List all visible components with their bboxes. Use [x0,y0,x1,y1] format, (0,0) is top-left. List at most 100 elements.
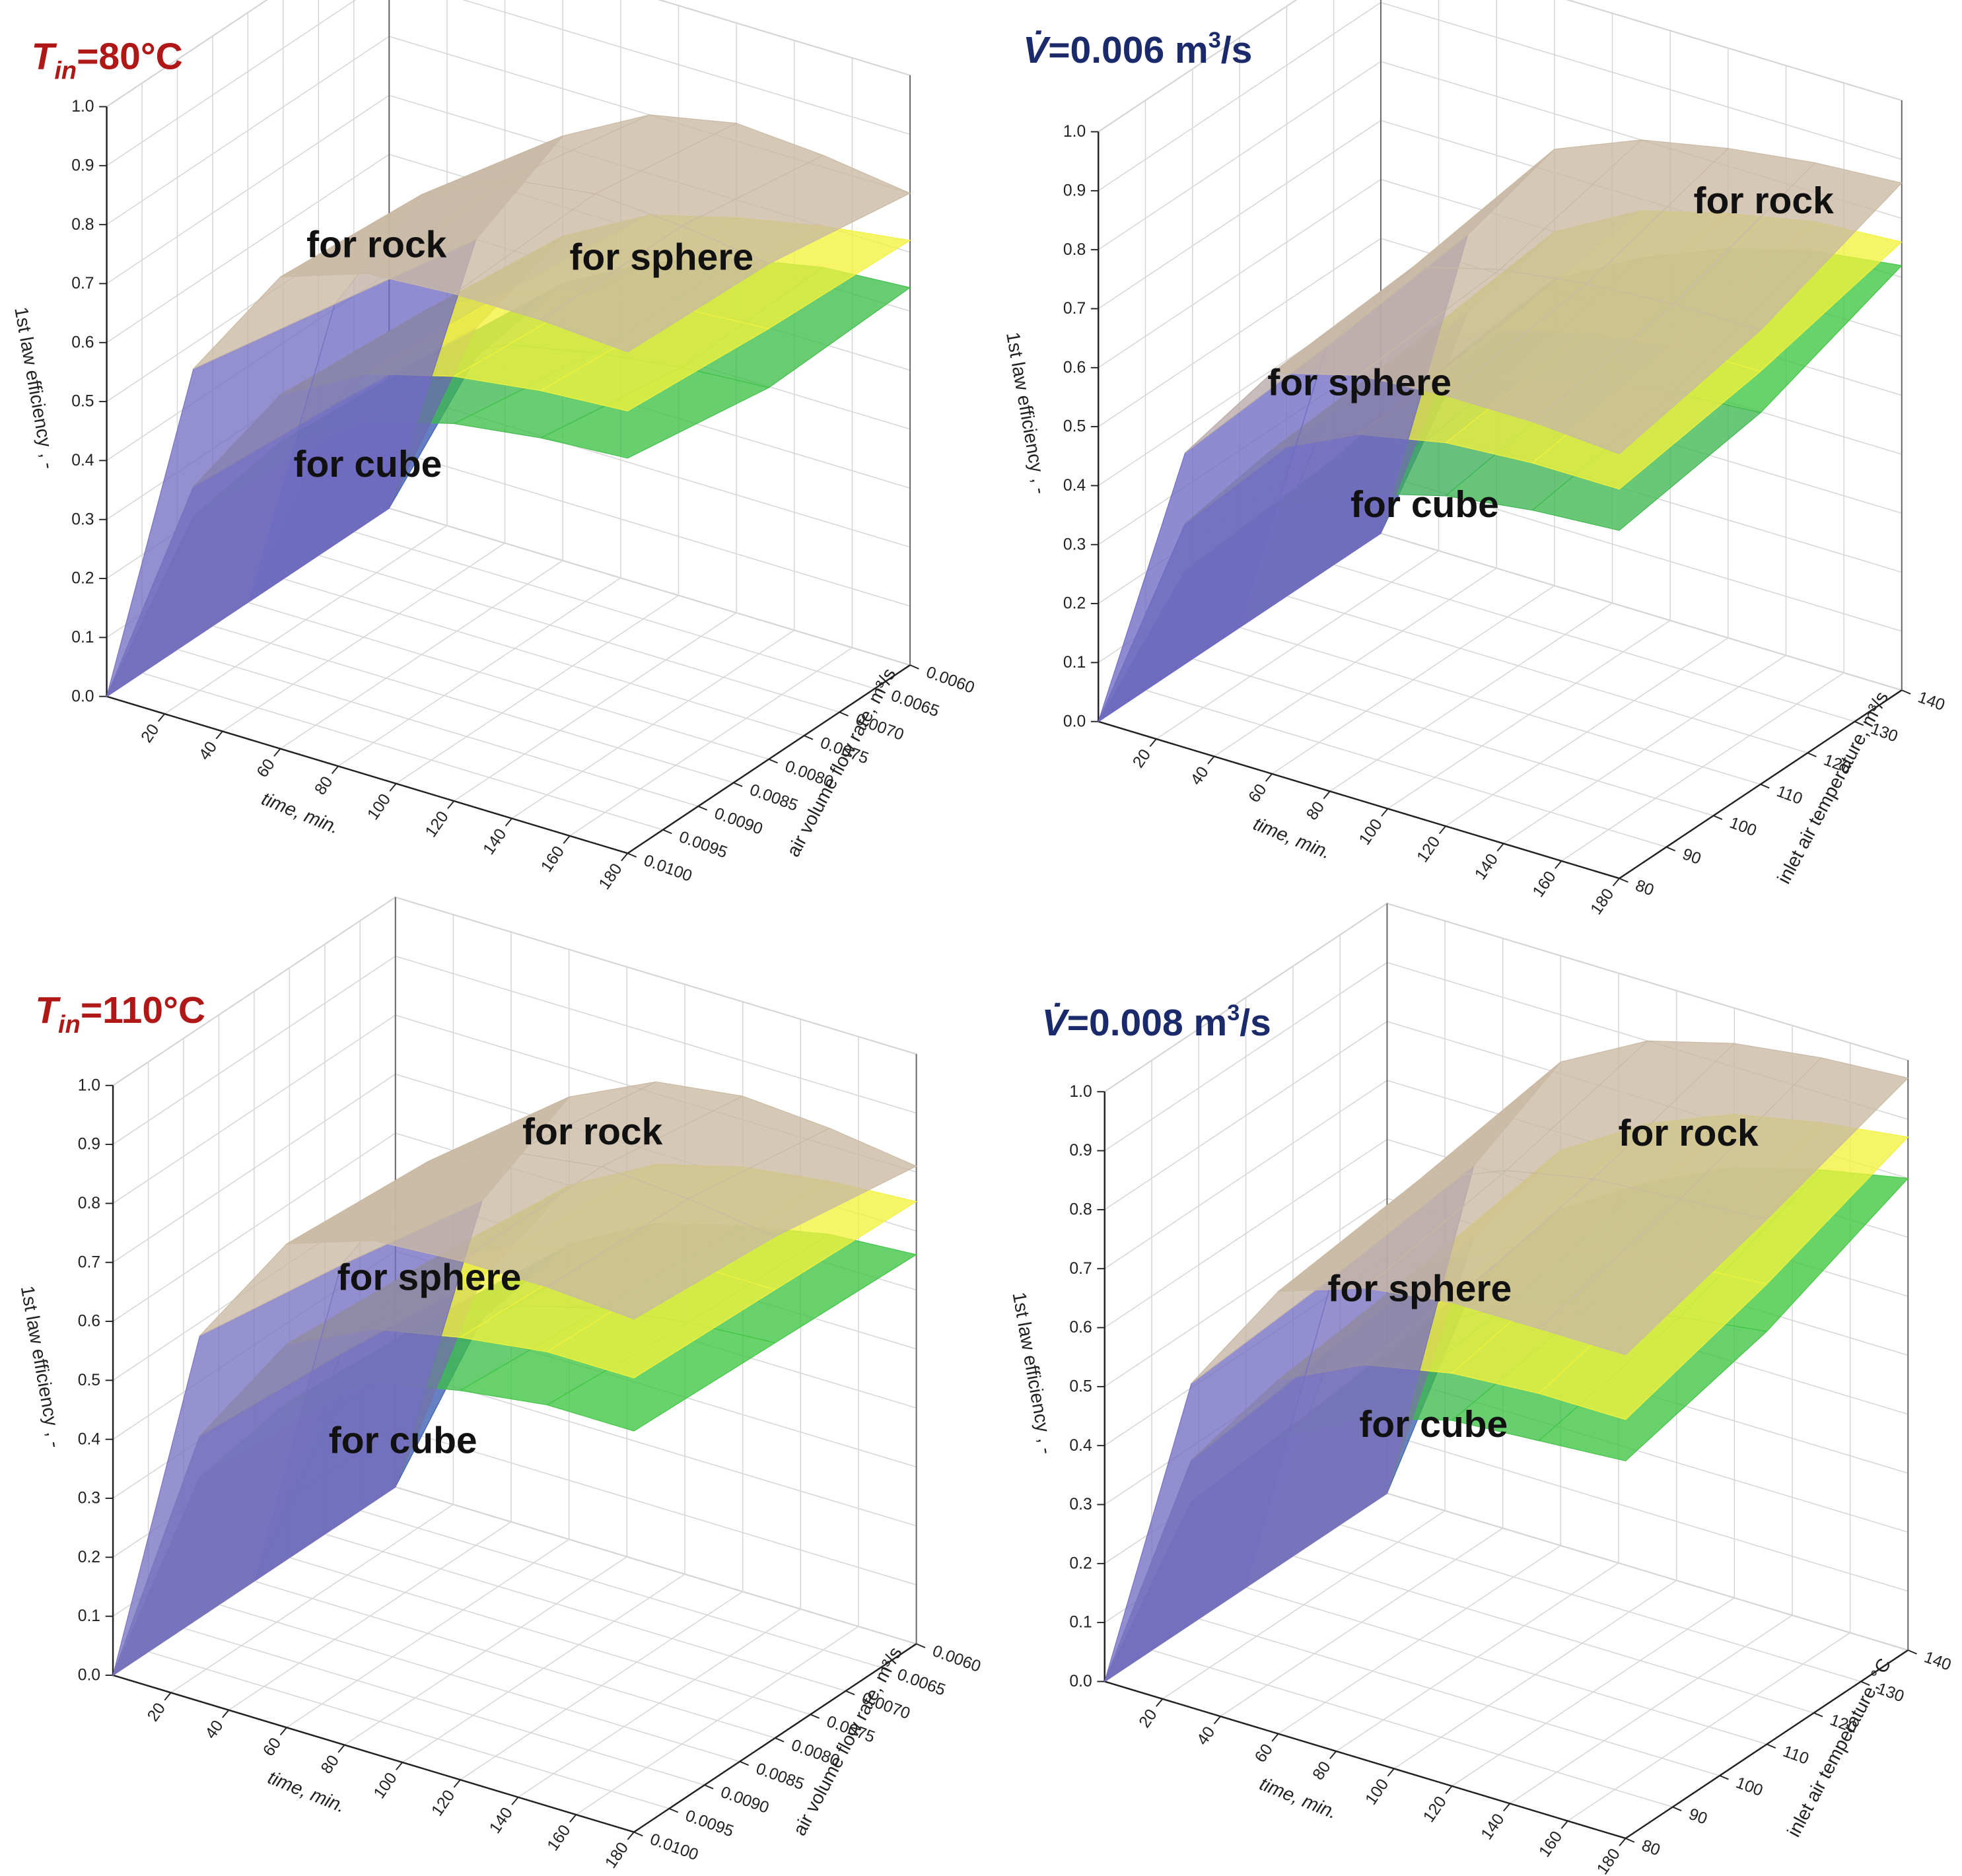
grid-line [1380,532,1902,691]
tick-mark [447,800,455,810]
tick-mark [157,713,165,722]
x-tick-label: 160 [544,1822,575,1854]
grid-line [395,897,917,1055]
z-tick-label: 0.3 [1069,1496,1092,1513]
y-tick-label: 140 [1916,689,1947,714]
tick-mark [453,1779,461,1788]
tick-mark [1625,1838,1635,1843]
tick-mark [1496,843,1504,852]
z-tick-label: 1.0 [78,1076,100,1094]
panel-title: Tin=110°C [35,989,205,1039]
tick-mark [874,687,884,693]
z-tick-label: 0.8 [1069,1201,1092,1219]
z-tick-label: 0.9 [78,1136,100,1154]
z-tick-label: 0.7 [78,1253,100,1271]
z-tick-label: 0.6 [1063,359,1086,376]
grid-line [1566,0,1902,101]
tick-mark [1612,878,1620,887]
surface-label: for rock [1694,180,1835,222]
tick-mark [164,1692,172,1701]
y-axis [1625,1649,1909,1840]
panel-title: V̇=0.006 m3/s [1023,28,1252,71]
z-tick-label: 0.6 [78,1313,100,1331]
surface-label: for rock [522,1111,663,1153]
z-tick-label: 1.0 [1069,1083,1092,1101]
title-part: 3 [1209,28,1221,53]
y-tick-label: 80 [1633,877,1656,900]
y-tick-label: 0.0085 [748,781,800,815]
grid-line [1333,564,1855,722]
x-tick-label: 100 [370,1770,401,1802]
grid-line [1098,2,1382,191]
z-tick-label: 0.1 [1063,654,1086,672]
tick-mark [733,782,743,787]
z-tick-label: 0.0 [78,1667,100,1685]
grid-line [1387,1492,1909,1651]
tick-mark [804,735,814,740]
surface-cell [546,1198,777,1320]
title-part: /s [1221,29,1253,71]
x-tick-label: 100 [364,790,394,823]
grid-line [106,0,357,166]
grid-line [1387,903,1909,1061]
y-tick-label: 100 [1734,1774,1765,1799]
surface-label: for sphere [1327,1268,1512,1310]
grid-line [1098,120,1382,310]
tick-mark [1854,720,1864,726]
z-tick-label: 0.0 [1069,1673,1092,1690]
grid-line [389,448,911,607]
surface-cell [540,366,770,459]
x-tick-label: 20 [138,721,163,746]
tick-mark [222,1710,230,1718]
title-part: in [58,1011,81,1039]
tick-mark [1387,1768,1395,1777]
x-tick-label: 40 [195,738,221,763]
tick-mark [1438,825,1446,835]
x-tick-label: 60 [254,756,279,781]
surface-label: for sphere [337,1257,522,1299]
y-tick-label: 0.0095 [677,828,730,862]
surface-cell [540,225,770,353]
grid-line [112,1074,396,1263]
z-tick-label: 0.3 [1063,536,1086,553]
z-tick-label: 0.7 [1069,1260,1092,1278]
grid-line [1245,1587,1767,1745]
grid-line [1104,1021,1387,1210]
surface-label: for rock [306,224,447,266]
z-tick-label: 0.1 [1069,1614,1092,1632]
z-tick-label: 0.4 [71,452,94,469]
tick-mark [1149,738,1157,747]
x-tick-label: 80 [1303,798,1328,823]
z-tick-label: 0.4 [1063,477,1086,495]
x-tick-label: 140 [486,1804,516,1836]
x-tick-label: 100 [1362,1776,1393,1808]
grid-line [289,1557,811,1716]
z-tick-label: 0.7 [1063,300,1086,318]
y-tick-label: 80 [1639,1836,1662,1859]
grid-line [658,0,911,76]
grid-line [1098,179,1382,368]
grid-line [389,507,911,666]
grid-line [360,1510,882,1668]
tick-mark [1767,1743,1776,1749]
title-part: =0.008 m [1067,1002,1227,1044]
grid-line [112,897,396,1086]
grid-line [1145,689,1667,848]
x-tick-label: 40 [1193,1723,1218,1749]
tick-mark [1381,808,1389,817]
title-part: =80°C [77,36,183,78]
y-tick-label: 90 [1687,1805,1710,1828]
y-tick-label: 0.0085 [753,1760,806,1793]
grid-line [1151,1650,1673,1808]
tick-mark [697,806,708,811]
grid-line [1104,1138,1387,1329]
grid-line [1292,1555,1814,1714]
z-tick-label: 0.5 [71,393,94,411]
grid-line [395,1427,917,1585]
grid-line [212,625,734,784]
z-tick-label: 0.3 [71,510,94,528]
z-tick-label: 0.8 [71,216,94,234]
grid-line [1387,1434,1909,1592]
grid-line [112,1132,396,1322]
x-tick-label: 140 [1478,1811,1508,1843]
